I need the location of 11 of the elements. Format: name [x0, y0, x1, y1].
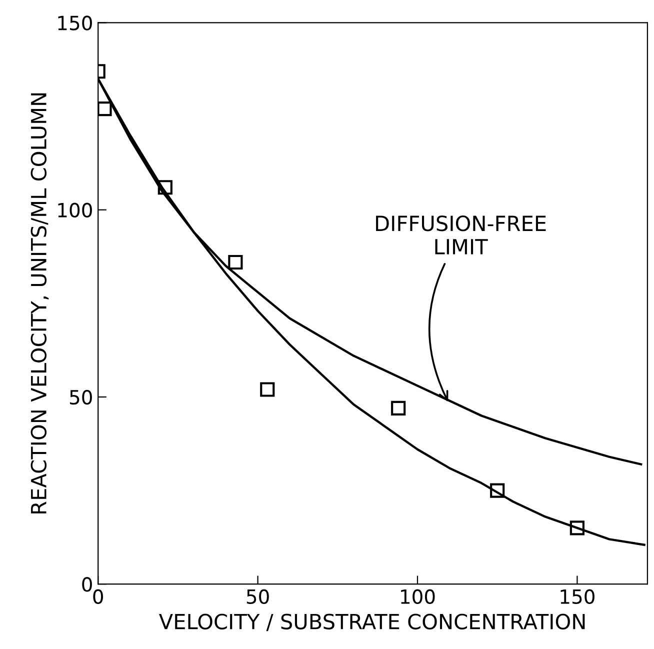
y-axis-title: REACTION VELOCITY, UNITS/ML COLUMN	[30, 93, 49, 514]
y-tick-label: 50	[70, 390, 92, 405]
annotation: DIFFUSION-FREE LIMIT	[376, 216, 546, 254]
x-axis-title: VELOCITY / SUBSTRATE CONCENTRATION	[158, 614, 585, 632]
x-tick-label: 0	[93, 589, 103, 604]
x-tick-label: 150	[560, 589, 594, 604]
x-tick-label: 100	[401, 589, 435, 604]
x-tick-label: 50	[246, 589, 269, 604]
y-tick-label: 0	[82, 577, 92, 592]
y-tick-label: 150	[58, 16, 92, 30]
y-tick-label: 100	[58, 202, 92, 218]
